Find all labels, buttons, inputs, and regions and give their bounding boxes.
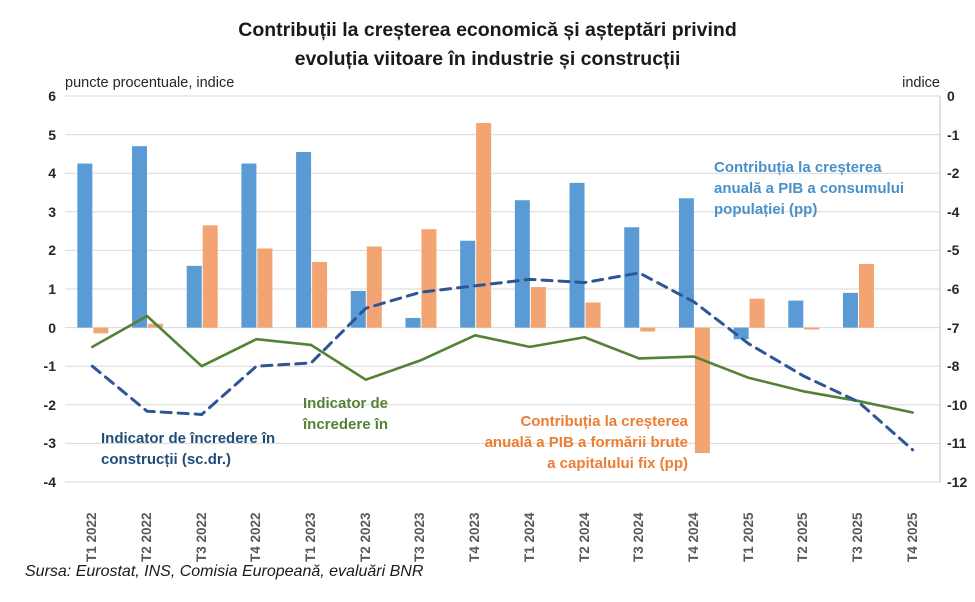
line-incredere-industrie [91, 314, 914, 414]
left-tick-5: 5 [48, 126, 56, 143]
x-label-T1-2025: T1 2025 [740, 512, 756, 562]
bar-consum-T1-2024 [514, 200, 530, 328]
bar-fbcf-T2-2022 [148, 323, 164, 328]
plot-area [65, 95, 941, 483]
bar-consum-T2-2024 [569, 182, 585, 328]
chart-title-line1: Contribuții la creșterea economică și aș… [238, 19, 737, 41]
bar-fbcf-T4-2024 [694, 327, 710, 454]
line-incredere-constructii [90, 271, 915, 452]
chart-title: Contribuții la creșterea economică și aș… [0, 16, 975, 74]
x-label-T4-2023: T4 2023 [467, 512, 483, 562]
bar-consum-T2-2022 [132, 146, 148, 328]
x-label-T4-2025: T4 2025 [904, 512, 920, 562]
x-label-T1-2024: T1 2024 [521, 512, 537, 562]
left-tick-4: 4 [48, 165, 56, 182]
x-label-T2-2023: T2 2023 [357, 512, 373, 562]
right-tick--1: -1 [947, 126, 960, 143]
bar-consum-T1-2022 [77, 163, 93, 328]
bar-fbcf-T2-2025 [804, 327, 820, 330]
right-tick--12: -12 [947, 474, 968, 490]
bar-consum-T3-2022 [186, 265, 202, 328]
bar-consum-T4-2024 [678, 198, 694, 328]
right-tick--7: -7 [947, 319, 960, 336]
bar-fbcf-T2-2024 [585, 302, 601, 328]
bar-fbcf-T3-2024 [640, 327, 656, 332]
x-label-T2-2024: T2 2024 [576, 512, 592, 562]
right-tick--10: -10 [947, 396, 968, 413]
left-tick-2: 2 [48, 242, 56, 259]
left-tick--1: -1 [43, 358, 56, 375]
annotation-indicator-incredere: Indicator de încredere în [303, 395, 389, 433]
annotation-formare-bruta-capital: Contribuția la creșterea anuală a PIB a … [484, 413, 688, 472]
bar-fbcf-T1-2023 [312, 261, 328, 328]
left-axis-unit-label: puncte procentuale, indice [65, 75, 235, 91]
bar-fbcf-T3-2025 [858, 263, 874, 328]
x-label-T2-2025: T2 2025 [795, 512, 811, 562]
bar-fbcf-T3-2023 [421, 229, 437, 328]
bar-consum-T3-2024 [624, 227, 640, 328]
chart-canvas [65, 95, 941, 483]
x-label-T1-2023: T1 2023 [303, 512, 319, 562]
x-label-T3-2022: T3 2022 [193, 512, 209, 562]
chart-title-line2: evoluția viitoare în industrie și constr… [294, 48, 681, 70]
annotation-indicator-incredere-constructii: Indicator de încredere în construcții (s… [101, 430, 276, 468]
x-label-T4-2022: T4 2022 [248, 512, 264, 562]
annotation-consum-populatiei: Contribuția la creșterea anuală a PIB a … [714, 159, 905, 218]
bar-consum-T1-2023 [296, 151, 312, 328]
x-label-T3-2024: T3 2024 [631, 512, 647, 562]
source-note: Sursa: Eurostat, INS, Comisia Europeană,… [25, 563, 424, 580]
bar-fbcf-T2-2023 [366, 246, 382, 328]
bar-consum-T4-2023 [460, 240, 476, 328]
right-axis-unit-label: indice [902, 75, 940, 91]
bar-consum-T2-2025 [788, 300, 804, 328]
bar-consum-T3-2025 [842, 292, 858, 328]
right-tick--6: -6 [947, 281, 960, 297]
left-tick-3: 3 [48, 203, 56, 220]
x-label-T2-2022: T2 2022 [139, 512, 155, 562]
left-tick--2: -2 [43, 396, 56, 413]
right-tick--4: -4 [947, 203, 960, 220]
right-tick--11: -11 [947, 435, 967, 452]
x-label-T1-2022: T1 2022 [84, 512, 100, 562]
bar-fbcf-T1-2024 [530, 287, 546, 328]
left-tick--4: -4 [43, 474, 56, 490]
right-tick--5: -5 [947, 242, 960, 259]
left-tick--3: -3 [43, 435, 56, 452]
bar-fbcf-T1-2022 [93, 327, 109, 334]
bar-consum-T3-2023 [405, 317, 421, 328]
left-tick-0: 0 [48, 319, 56, 336]
bar-fbcf-T1-2025 [749, 298, 765, 328]
x-label-T4-2024: T4 2024 [685, 512, 701, 562]
bar-consum-T1-2025 [733, 327, 749, 340]
x-label-T3-2023: T3 2023 [412, 512, 428, 562]
right-tick--8: -8 [947, 358, 960, 375]
right-tick--2: -2 [947, 165, 960, 182]
right-tick-0: 0 [947, 88, 955, 104]
x-label-T3-2025: T3 2025 [849, 512, 865, 562]
bar-fbcf-T4-2023 [476, 123, 492, 328]
bar-fbcf-T4-2022 [257, 248, 273, 328]
left-tick-1: 1 [48, 281, 56, 297]
bar-fbcf-T3-2022 [202, 225, 218, 328]
bar-consum-T4-2022 [241, 163, 257, 328]
left-tick-6: 6 [48, 88, 56, 104]
